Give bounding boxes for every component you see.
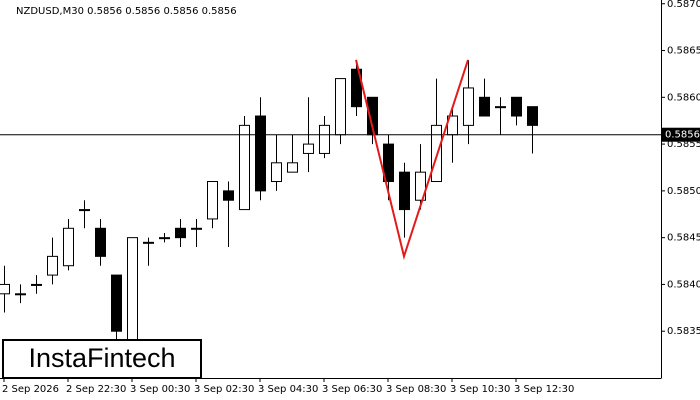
candle-body: [351, 68, 362, 108]
candle-body: [127, 237, 138, 342]
y-tick-label: 0.5870: [667, 0, 700, 10]
candle-body: [63, 227, 74, 267]
x-tick-label: 3 Sep 12:30: [514, 384, 574, 395]
logo-box: [2, 339, 202, 379]
candle-body: [271, 162, 282, 183]
candle-body: [303, 143, 314, 154]
candle-body: [479, 96, 490, 117]
candle-body: [255, 115, 266, 192]
candle-body: [287, 162, 298, 173]
x-tick-label: 2 Sep 2026: [2, 384, 59, 395]
x-tick-label: 2 Sep 22:30: [66, 384, 126, 395]
x-tick-label: 3 Sep 10:30: [450, 384, 510, 395]
y-tick-label: 0.5835: [667, 326, 700, 337]
x-tick-label: 3 Sep 02:30: [194, 384, 254, 395]
y-tick-label: 0.5855: [667, 139, 700, 150]
candle-body: [495, 106, 506, 109]
candle-body: [335, 78, 346, 136]
candle-body: [159, 237, 170, 240]
current-price-box: [662, 127, 700, 142]
candle-body: [383, 143, 394, 183]
candle-body: [415, 171, 426, 201]
candle-body: [175, 227, 186, 239]
candle-body: [79, 209, 90, 212]
candle-body: [15, 293, 26, 296]
y-tick-label: 0.5860: [667, 92, 700, 103]
y-tick-label: 0.5865: [667, 46, 700, 57]
candle-body: [143, 241, 154, 244]
current-price-label: 0.5856: [665, 130, 700, 141]
x-tick-label: 3 Sep 04:30: [258, 384, 318, 395]
logo: InstaFintech: [28, 343, 175, 373]
x-tick-label: 3 Sep 08:30: [386, 384, 446, 395]
candle-body: [239, 124, 250, 211]
candle-body: [207, 181, 218, 220]
candle-body: [0, 283, 10, 295]
candle-body: [319, 124, 330, 154]
candle-body: [527, 106, 538, 126]
candle-body: [31, 283, 42, 286]
candle-body: [47, 255, 58, 276]
y-tick-label: 0.5850: [667, 186, 700, 197]
chart-title: NZDUSD,M30 0.5856 0.5856 0.5856 0.5856: [16, 6, 237, 17]
candle-body: [463, 87, 474, 126]
x-tick-label: 3 Sep 06:30: [322, 384, 382, 395]
candle-body: [399, 171, 410, 211]
candle-body: [95, 227, 106, 257]
candle-body: [191, 227, 202, 230]
candle-body: [511, 96, 522, 117]
y-tick-label: 0.5840: [667, 279, 700, 290]
pattern-line: [355, 59, 469, 261]
candle-body: [111, 274, 122, 332]
y-tick-label: 0.5845: [667, 233, 700, 244]
x-tick-label: 3 Sep 00:30: [130, 384, 190, 395]
candle-body: [223, 190, 234, 201]
